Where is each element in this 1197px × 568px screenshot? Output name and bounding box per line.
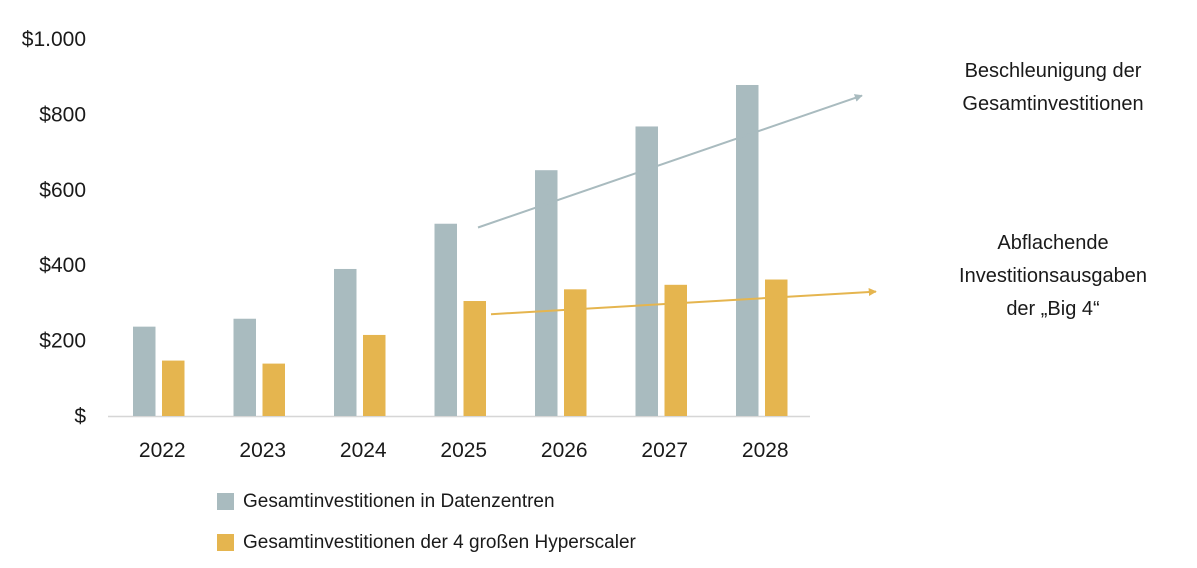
- legend-label: Gesamtinvestitionen in Datenzentren: [243, 491, 555, 512]
- bar-series-1: [133, 326, 156, 416]
- legend: Gesamtinvestitionen in Datenzentren Gesam…: [217, 491, 637, 553]
- bar-series-1: [535, 170, 558, 416]
- annotation-text: Investitionsausgaben: [959, 265, 1147, 287]
- bar-series-2: [664, 284, 687, 416]
- bar-series-2: [564, 289, 587, 416]
- y-axis: $ $200 $400 $600 $800 $1.000: [22, 28, 87, 428]
- y-tick-label: $600: [39, 179, 86, 202]
- legend-swatch: [217, 493, 234, 510]
- bar-series-1: [233, 318, 256, 416]
- y-tick-label: $200: [39, 330, 86, 353]
- x-tick-label: 2022: [139, 439, 186, 462]
- bar-series-2: [162, 360, 185, 416]
- y-tick-label: $400: [39, 254, 86, 277]
- bar-series-1: [434, 223, 457, 416]
- legend-swatch: [217, 534, 234, 551]
- x-tick-label: 2026: [541, 439, 588, 462]
- bars: [133, 84, 788, 417]
- bar-series-1: [635, 126, 658, 417]
- x-axis: 2022 2023 2024 2025 2026 2027 2028: [108, 415, 810, 462]
- bar-series-2: [463, 301, 486, 416]
- bar-series-2: [765, 279, 788, 416]
- bar-series-1: [334, 268, 357, 416]
- y-tick-label: $: [74, 405, 86, 428]
- annotation-text: der „Big 4“: [1006, 298, 1099, 320]
- trend-arrow-big4: [490, 288, 877, 316]
- y-tick-label: $800: [39, 103, 86, 126]
- x-tick-label: 2025: [440, 439, 487, 462]
- x-tick-label: 2023: [239, 439, 286, 462]
- annotations: Beschleunigung der Gesamtinvestitionen Abf…: [477, 60, 1147, 320]
- annotation-text: Abflachende: [997, 232, 1108, 254]
- annotation-text: Gesamtinvestitionen: [962, 93, 1143, 115]
- x-tick-label: 2024: [340, 439, 387, 462]
- x-tick-label: 2027: [641, 439, 688, 462]
- bar-series-1: [736, 84, 759, 416]
- legend-label: Gesamtinvestitionen der 4 großen Hypersc…: [243, 532, 637, 553]
- x-tick-label: 2028: [742, 439, 789, 462]
- trend-arrow-total: [477, 94, 863, 229]
- y-tick-label: $1.000: [22, 28, 86, 51]
- bar-series-2: [363, 334, 386, 416]
- annotation-text: Beschleunigung der: [965, 60, 1142, 82]
- bar-series-2: [262, 363, 285, 416]
